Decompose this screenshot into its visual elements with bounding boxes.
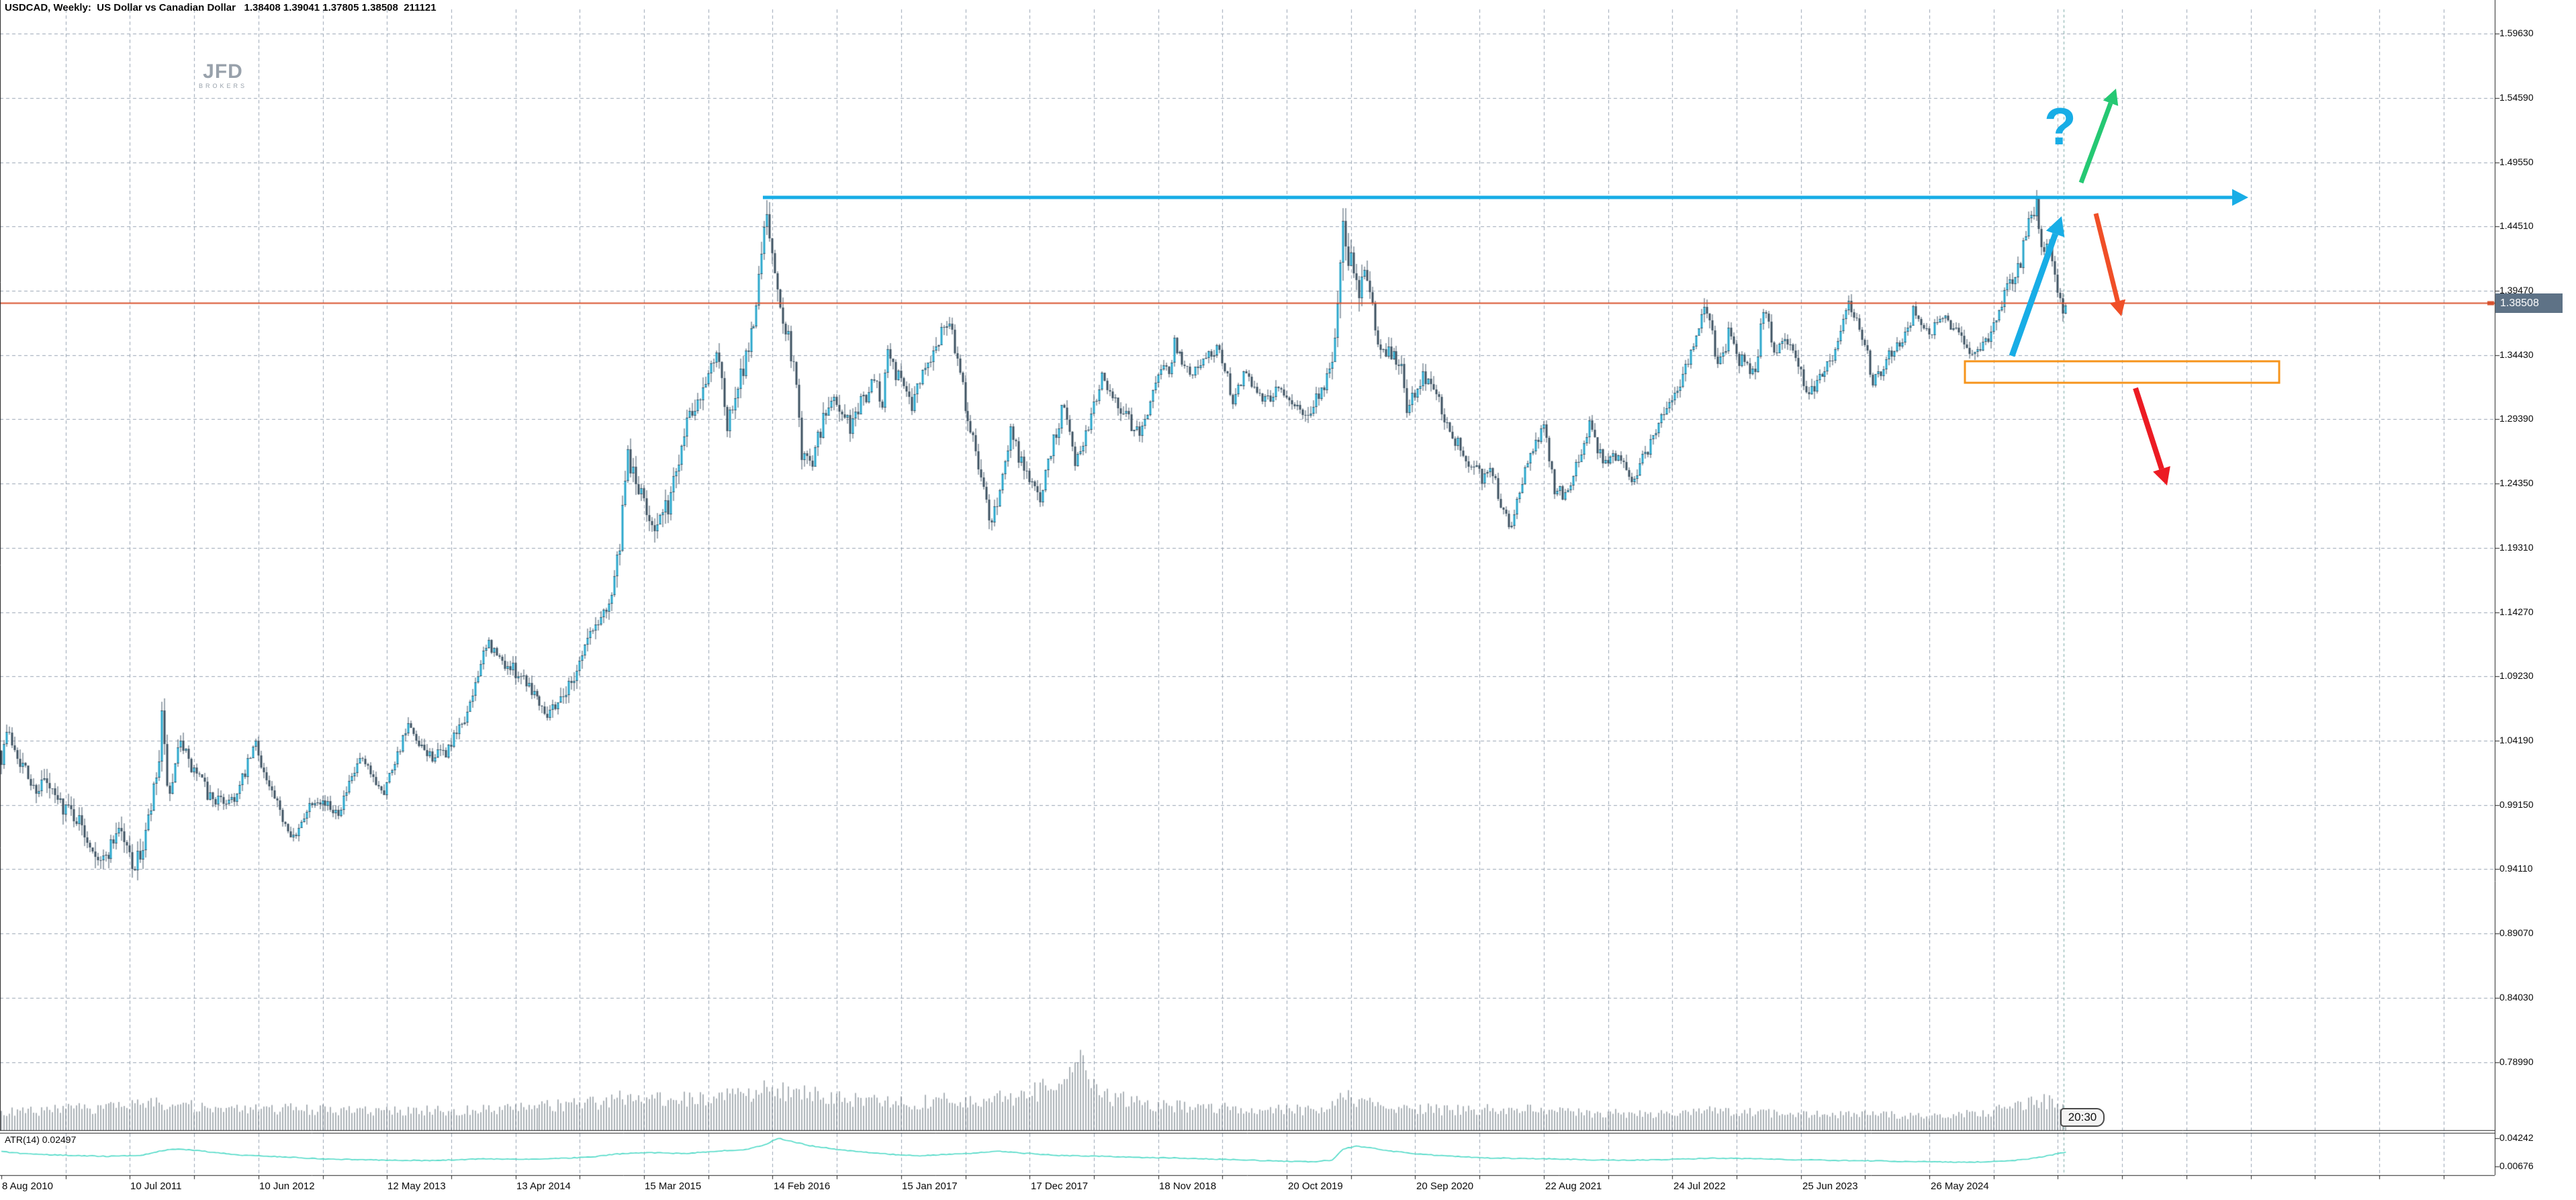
time-axis-label: 10 Jul 2011 <box>130 1181 182 1192</box>
broker-watermark: JFD BROKERS <box>199 60 248 90</box>
support-zone-rectangle[interactable] <box>1964 360 2281 384</box>
time-axis-label: 8 Aug 2010 <box>2 1181 53 1192</box>
price-axis-label: 1.34430 <box>2499 349 2534 360</box>
price-axis-label: 1.59630 <box>2499 28 2534 39</box>
time-axis-label: 14 Feb 2016 <box>774 1181 831 1192</box>
price-axis-label: 0.99150 <box>2499 798 2534 810</box>
time-axis-label: 20 Oct 2019 <box>1288 1181 1343 1192</box>
atr-axis-label: 0.00676 <box>2499 1160 2534 1171</box>
price-axis-label: 1.04190 <box>2499 734 2534 745</box>
price-axis-label: 0.94110 <box>2499 863 2533 874</box>
watermark-brand: JFD <box>203 60 243 83</box>
red-projection-arrow-lower[interactable] <box>2133 387 2170 486</box>
atr-axis-label: 0.04242 <box>2499 1132 2534 1143</box>
time-axis-label: 15 Mar 2015 <box>645 1181 702 1192</box>
price-axis-label: 1.54590 <box>2499 91 2534 103</box>
price-axis-label: 0.89070 <box>2499 927 2534 939</box>
time-axis-label: 22 Aug 2021 <box>1545 1181 1602 1192</box>
cyan-projection-arrow[interactable] <box>2009 216 2065 357</box>
price-axis-label: 1.39470 <box>2499 285 2534 295</box>
time-axis-label: 12 May 2013 <box>387 1181 446 1192</box>
question-mark-annotation[interactable]: ? <box>2044 97 2076 156</box>
time-axis-label: 18 Nov 2018 <box>1159 1181 1217 1192</box>
price-axis-label: 1.44510 <box>2499 220 2534 232</box>
last-bar-time-tag: 20:30 <box>2060 1108 2105 1127</box>
atr-indicator-label: ATR(14) 0.02497 <box>5 1134 77 1145</box>
time-axis-label: 25 Jun 2023 <box>1802 1181 1858 1192</box>
price-axis-label: 1.14270 <box>2499 606 2534 617</box>
time-axis-label: 26 May 2024 <box>1931 1181 1989 1192</box>
watermark-brand-sub: BROKERS <box>199 83 248 89</box>
price-axis-label: 1.49550 <box>2499 156 2534 167</box>
current-price-tag: 1.38508 <box>2495 293 2563 313</box>
time-axis-label: 20 Sep 2020 <box>1416 1181 1474 1192</box>
time-axis-label: 10 Jun 2012 <box>259 1181 315 1192</box>
price-axis-label: 1.09230 <box>2499 670 2534 682</box>
price-axis-label: 1.19310 <box>2499 541 2534 553</box>
time-axis-label: 13 Apr 2014 <box>516 1181 571 1192</box>
price-axis-label: 0.78990 <box>2499 1056 2534 1067</box>
green-projection-arrow[interactable] <box>2078 89 2119 184</box>
time-axis-label: 24 Jul 2022 <box>1673 1181 1726 1192</box>
price-axis-label: 1.29390 <box>2499 413 2534 424</box>
time-axis-label: 15 Jan 2017 <box>902 1181 958 1192</box>
red-projection-arrow-upper[interactable] <box>2093 213 2126 316</box>
chart-title: USDCAD, Weekly: US Dollar vs Canadian Do… <box>5 2 436 13</box>
price-axis-label: 1.24350 <box>2499 477 2534 489</box>
resistance-line[interactable] <box>763 189 2248 206</box>
time-axis-label: 17 Dec 2017 <box>1031 1181 1089 1192</box>
price-axis-label: 0.84030 <box>2499 991 2534 1003</box>
